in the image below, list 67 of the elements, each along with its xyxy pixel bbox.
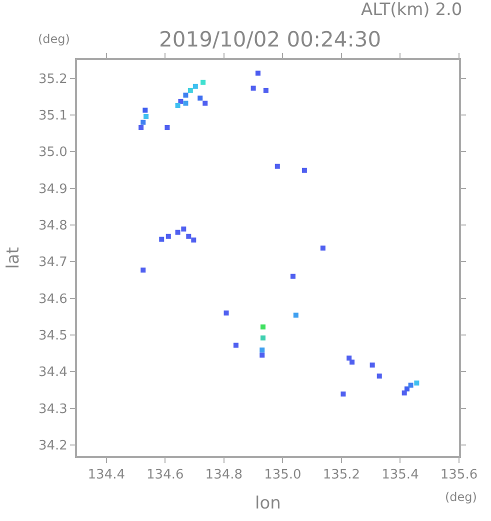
y-tick-label: 34.2 bbox=[38, 438, 68, 454]
point bbox=[408, 382, 414, 388]
point bbox=[250, 86, 256, 91]
y-tick-label: 34.6 bbox=[38, 292, 68, 307]
point bbox=[346, 356, 352, 361]
point bbox=[175, 230, 180, 235]
y-tick-label: 34.5 bbox=[38, 328, 68, 344]
point bbox=[256, 70, 261, 76]
y-tick-label: 34.7 bbox=[38, 255, 68, 270]
point bbox=[302, 168, 307, 173]
x-tick-label: 134.4 bbox=[88, 468, 125, 483]
x-axis-title: lon bbox=[255, 494, 281, 514]
point bbox=[183, 92, 188, 98]
y-tick-label: 35.1 bbox=[38, 108, 68, 124]
point bbox=[164, 124, 170, 130]
point bbox=[402, 390, 407, 396]
point bbox=[144, 114, 149, 119]
point bbox=[320, 246, 326, 251]
x-tick-label: 135.2 bbox=[322, 468, 360, 483]
point bbox=[192, 84, 198, 89]
point bbox=[414, 380, 420, 386]
point bbox=[260, 335, 266, 340]
x-tick-label: 135.4 bbox=[382, 468, 419, 483]
point bbox=[202, 100, 208, 106]
point bbox=[191, 238, 196, 243]
point bbox=[142, 108, 148, 113]
point bbox=[340, 392, 346, 397]
point bbox=[181, 226, 186, 232]
point bbox=[260, 352, 265, 358]
point bbox=[178, 98, 184, 104]
point bbox=[290, 274, 296, 279]
point bbox=[175, 102, 180, 108]
point bbox=[350, 360, 355, 365]
point bbox=[293, 312, 298, 318]
chart-subtitle: ALT(km) 2.0 bbox=[361, 0, 462, 20]
point bbox=[260, 348, 265, 353]
point bbox=[263, 88, 268, 93]
x-tick-label: 134.6 bbox=[146, 468, 184, 483]
point bbox=[140, 268, 146, 273]
point bbox=[233, 342, 238, 348]
chart-title: 2019/10/02 00:24:30 bbox=[159, 27, 382, 52]
y-tick-label: 34.4 bbox=[38, 365, 68, 380]
point bbox=[370, 362, 375, 368]
y-tick-label: 35.2 bbox=[38, 72, 68, 87]
point bbox=[140, 120, 146, 125]
point bbox=[198, 96, 203, 101]
point bbox=[183, 100, 188, 106]
y-axis-title: lat bbox=[3, 246, 24, 269]
text: (deg) bbox=[38, 32, 70, 46]
y-tick-label: 34.8 bbox=[38, 218, 68, 234]
point bbox=[138, 124, 144, 130]
point bbox=[159, 236, 164, 242]
y-tick-label: 35.0 bbox=[38, 145, 68, 160]
point bbox=[186, 234, 192, 239]
point bbox=[188, 88, 193, 93]
x-tick-label: 134.8 bbox=[205, 468, 243, 483]
y-tick-label: 34.9 bbox=[38, 182, 68, 197]
y-tick-label: 34.3 bbox=[38, 402, 68, 417]
point bbox=[166, 234, 171, 239]
point bbox=[224, 310, 229, 316]
x-tick-label: 135.0 bbox=[264, 468, 302, 483]
x-tick-label: 135.6 bbox=[440, 468, 478, 483]
point bbox=[260, 324, 266, 330]
point bbox=[376, 374, 382, 379]
text: (deg) bbox=[445, 490, 477, 504]
point bbox=[274, 164, 280, 169]
point bbox=[200, 80, 206, 85]
